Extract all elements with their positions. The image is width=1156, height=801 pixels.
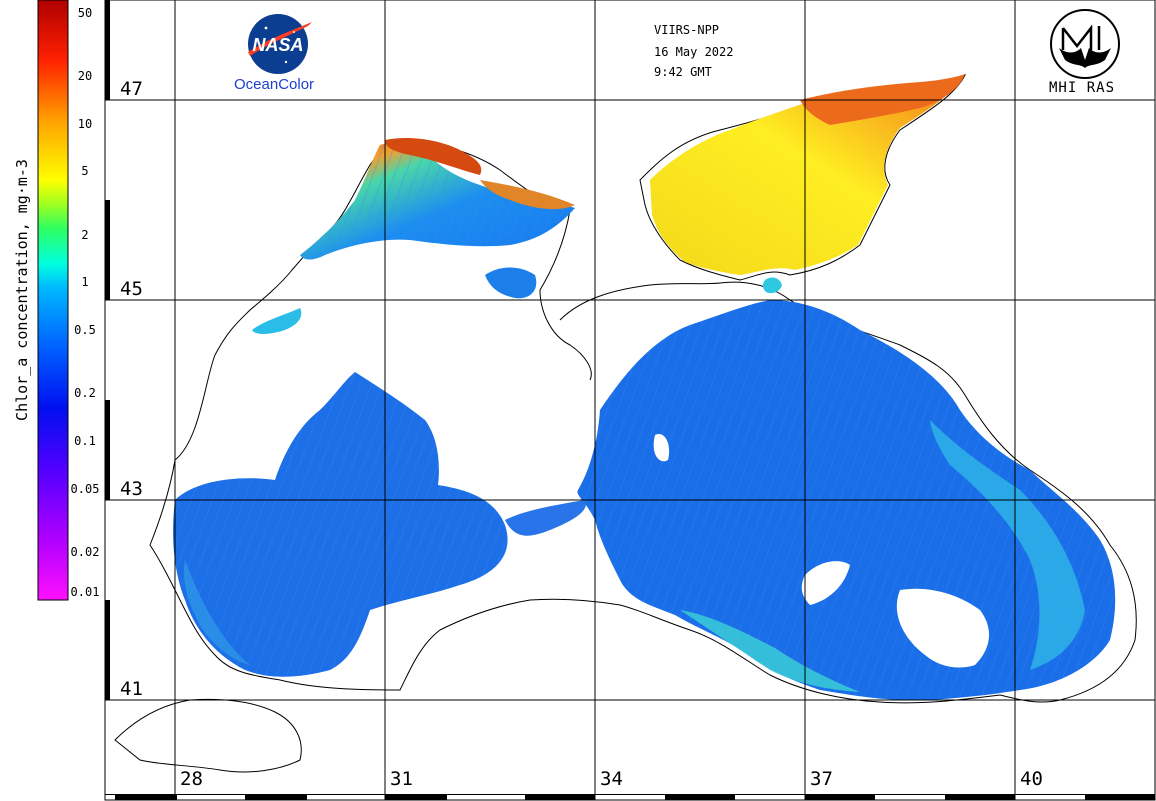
colorbar-tick-label: 0.2 (74, 386, 96, 401)
svg-text:NASA: NASA (252, 35, 303, 55)
mhi-ras-logo (1050, 9, 1120, 79)
colorbar-tick-label: 0.1 (74, 434, 96, 449)
colorbar-tick-label: 20 (77, 68, 93, 83)
nasa-logo: NASA (248, 14, 312, 74)
bottom-scale-bar (105, 794, 1155, 800)
lat-label-41: 41 (118, 678, 145, 700)
left-scale-bar (105, 0, 110, 700)
colorbar-tick-label: 0.01 (70, 585, 100, 599)
lon-label-31: 31 (388, 768, 415, 790)
coastline-south (149, 459, 1001, 704)
coastline-crimea (559, 281, 1137, 703)
colorbar-tick-label: 10 (77, 116, 93, 131)
time-label: 9:42 GMT (654, 65, 712, 79)
coastline-bosphorus (114, 698, 302, 773)
colorbar (37, 0, 69, 601)
colorbar-tick-label: 1 (81, 275, 89, 290)
lat-label-43: 43 (118, 478, 145, 500)
colorbar-tick-label: 0.5 (74, 323, 96, 338)
sensor-label: VIIRS-NPP (654, 23, 720, 37)
colorbar-tick-label: 0.05 (70, 481, 100, 496)
lon-label-37: 37 (808, 768, 835, 790)
colorbar-tick-label: 50 (77, 5, 93, 20)
colorbar-tick-label: 0.02 (70, 545, 100, 560)
lon-label-40: 40 (1018, 768, 1045, 790)
lon-label-34: 34 (598, 768, 625, 790)
colorbar-tick-label: 2 (81, 227, 89, 242)
colorbar-tick-label: 5 (81, 164, 89, 179)
oceancolor-label: OceanColor (234, 76, 315, 93)
lat-label-47: 47 (118, 78, 145, 100)
lat-label-45: 45 (118, 278, 145, 300)
colorbar-title: Chlor_a concentration, mg·m-3 (13, 159, 31, 421)
lon-label-28: 28 (178, 768, 205, 790)
graticule (105, 0, 1155, 800)
mhi-ras-label: MHI RAS (1049, 80, 1116, 96)
date-label: 16 May 2022 (654, 45, 734, 59)
